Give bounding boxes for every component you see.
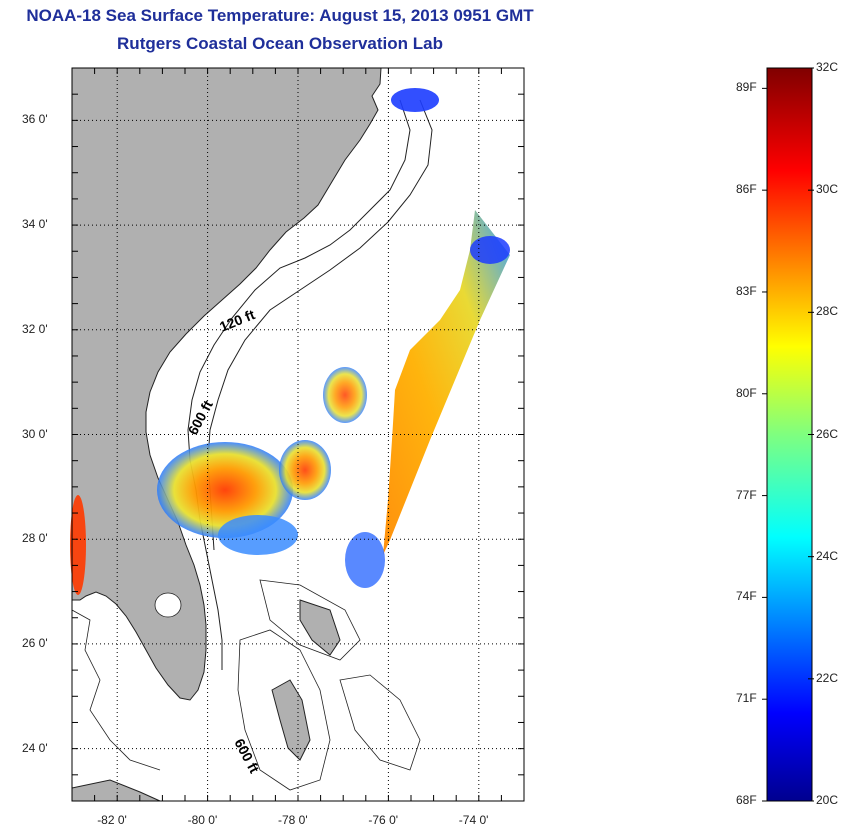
lon-tick-label: -80 0' xyxy=(187,813,218,827)
sst-gulf-edge xyxy=(70,495,86,595)
lat-tick-label: 28 0' xyxy=(22,531,48,546)
land-mainland xyxy=(71,67,382,701)
lat-tick-label: 30 0' xyxy=(22,426,48,441)
map-frame xyxy=(71,67,525,802)
colorbar-fahrenheit-label: 71F xyxy=(736,691,757,706)
colorbar-celsius-label: 28C xyxy=(816,304,839,319)
sst-patch-north xyxy=(391,88,439,112)
colorbar-celsius-label: 32C xyxy=(816,60,839,74)
lat-tick-label: 32 0' xyxy=(22,321,48,336)
lon-tick-label: -78 0' xyxy=(278,813,308,827)
lat-tick-label: 34 0' xyxy=(22,217,48,232)
bahamas-grand xyxy=(299,599,341,656)
sst-patch-gulfstream xyxy=(157,442,293,538)
colorbar-fahrenheit-label: 80F xyxy=(736,385,757,400)
lon-tick-label: -74 0' xyxy=(458,813,489,827)
lake-okeechobee xyxy=(154,592,182,618)
colorbar-celsius-label: 22C xyxy=(816,670,839,685)
sst-patch-ne xyxy=(470,236,510,264)
sst-patch-5 xyxy=(345,532,385,588)
colorbar-fahrenheit-label: 89F xyxy=(736,80,757,95)
colorbar-ticks xyxy=(762,67,814,802)
contour-gulf xyxy=(71,609,161,771)
lat-tick-label: 24 0' xyxy=(22,740,48,755)
colorbar xyxy=(766,67,813,802)
map-title: NOAA-18 Sea Surface Temperature: August … xyxy=(26,6,534,25)
lon-tick-label: -82 0' xyxy=(97,813,127,827)
colorbar-fahrenheit-label: 77F xyxy=(736,487,757,502)
colorbar-celsius-label: 24C xyxy=(816,548,839,563)
lon-tick-label: -76 0' xyxy=(368,813,399,827)
colorbar-fahrenheit-label: 83F xyxy=(736,283,757,298)
lat-tick-label: 36 0' xyxy=(22,112,48,127)
colorbar-fahrenheit-label: 74F xyxy=(736,589,757,604)
lat-tick-label: 26 0' xyxy=(22,635,48,650)
colorbar-fahrenheit-label: 68F xyxy=(736,793,757,807)
contour-bahamas-3 xyxy=(259,579,361,661)
sst-patch-2 xyxy=(279,440,331,500)
colorbar-celsius-label: 26C xyxy=(816,426,839,441)
colorbar-celsius-label: 20C xyxy=(816,793,839,807)
contour-bahamas-2 xyxy=(339,674,421,771)
colorbar-celsius-label: 30C xyxy=(816,182,839,197)
contour-bahamas-1 xyxy=(237,629,331,791)
map-grid xyxy=(71,67,525,802)
sst-patch-4 xyxy=(218,515,298,555)
sst-patch-3 xyxy=(323,367,367,423)
colorbar-fahrenheit-label: 86F xyxy=(736,182,757,197)
map-subtitle: Rutgers Coastal Ocean Observation Lab xyxy=(117,34,443,53)
sst-swath-east xyxy=(383,210,510,555)
bahamas-andros xyxy=(271,679,311,761)
